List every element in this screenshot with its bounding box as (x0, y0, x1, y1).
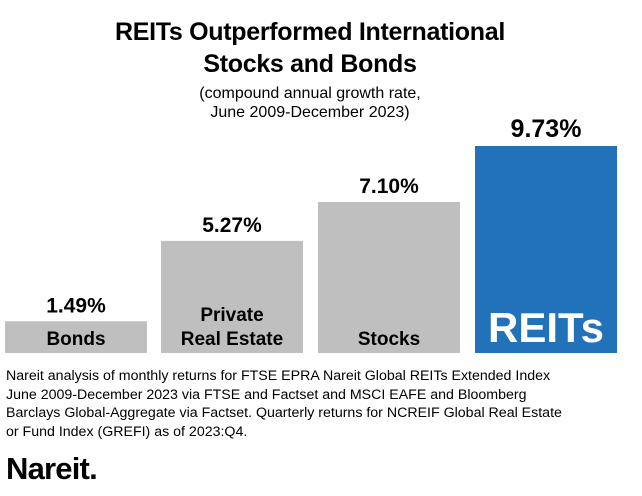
chart-subtitle-line-1: (compound annual growth rate, (199, 85, 421, 102)
data-label-stocks: 7.10% (359, 175, 419, 198)
source-note-line: Barclays Global-Aggregate via Factset. Q… (6, 405, 562, 421)
chart-subtitle: (compound annual growth rate, June 2009-… (0, 84, 620, 122)
source-note-line: June 2009-December 2023 via FTSE and Fac… (6, 386, 527, 403)
bar-bonds (5, 321, 147, 353)
source-note-line: or Fund Index (GREFI) as of 2023:Q4. (6, 423, 248, 440)
chart-title-line-1: REITs Outperformed International (115, 18, 505, 46)
nareit-logo: Nareit. (6, 451, 98, 486)
category-label-stocks: Stocks (358, 329, 420, 350)
chart-title-line-2: Stocks and Bonds (203, 50, 417, 78)
data-label-bonds: 1.49% (46, 294, 106, 317)
chart-subtitle-line-2: June 2009-December 2023) (210, 104, 410, 121)
bar-reits (475, 146, 617, 353)
category-label-reits: REITs (488, 304, 604, 351)
chart-title: REITs Outperformed International Stocks … (0, 16, 620, 80)
bar-stocks (318, 201, 460, 353)
category-label-bonds: Bonds (46, 329, 105, 350)
data-label-private-real-estate: 5.27% (202, 214, 262, 237)
source-note-line: Nareit analysis of monthly returns for F… (6, 368, 551, 384)
source-note: Nareit analysis of monthly returns for F… (6, 367, 638, 441)
bar-private-real-estate (161, 240, 303, 353)
category-label-private-real-estate: Private (200, 305, 263, 326)
data-label-reits: 9.73% (511, 115, 582, 143)
category-label-private-real-estate: Real Estate (181, 329, 283, 350)
